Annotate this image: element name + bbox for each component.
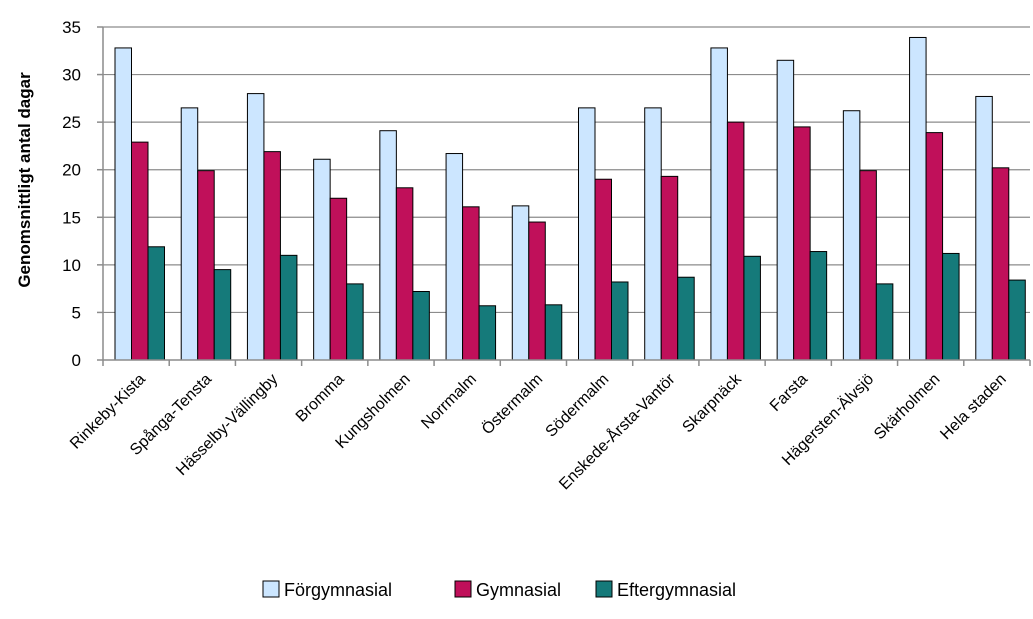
x-category-label: Hela staden (937, 371, 1009, 443)
bar-0-13 (975, 95, 993, 361)
bar-1-5 (462, 206, 480, 361)
y-tick-label: 35 (62, 18, 81, 37)
bar-1-2 (263, 151, 281, 361)
bar-2-8 (677, 276, 695, 361)
legend-label-2: Eftergymnasial (617, 580, 736, 600)
bar-1-13 (991, 167, 1010, 361)
legend-label-0: Förgymnasial (284, 580, 392, 600)
bar-1-0 (131, 141, 149, 361)
axes (97, 26, 1031, 366)
y-tick-label: 0 (72, 351, 81, 370)
bar-2-1 (213, 269, 232, 361)
y-axis-title: Genomsnittligt antal dagar (15, 72, 34, 288)
bar-2-2 (279, 254, 298, 361)
legend-swatch-2 (595, 580, 613, 598)
bar-1-1 (197, 170, 215, 361)
bar-1-4 (395, 187, 414, 361)
bar-2-4 (412, 290, 430, 361)
x-category-label: Skärholmen (871, 371, 943, 443)
bar-1-9 (726, 121, 745, 361)
bar-0-5 (445, 153, 464, 361)
y-tick-label: 25 (62, 113, 81, 132)
bar-2-6 (544, 304, 563, 361)
bar-2-5 (478, 305, 497, 361)
legend-label-1: Gymnasial (476, 580, 561, 600)
bar-2-10 (809, 251, 828, 361)
y-tick-label: 5 (72, 303, 81, 322)
bar-1-7 (594, 178, 612, 361)
y-tick-label: 15 (62, 208, 81, 227)
bar-1-10 (793, 126, 811, 361)
bar-2-13 (1008, 279, 1026, 361)
x-category-label: Bromma (293, 371, 348, 426)
legend: Förgymnasial Gymnasial Eftergymnasial (262, 580, 736, 600)
x-category-label: Skarpnäck (679, 370, 745, 436)
bar-0-7 (578, 107, 596, 361)
x-category-label: Södermalm (543, 371, 613, 441)
bar-1-8 (660, 175, 679, 361)
x-category-label: Enskede-Årsta-Vantör (555, 369, 679, 493)
bar-1-3 (329, 197, 348, 361)
gridlines (103, 26, 1030, 314)
bar-0-11 (842, 110, 861, 361)
bar-0-0 (114, 47, 132, 361)
bar-1-12 (925, 132, 944, 361)
bar-2-12 (942, 252, 960, 361)
y-tick-label: 20 (62, 161, 81, 180)
legend-swatch-1 (454, 580, 472, 598)
bar-2-9 (743, 255, 761, 361)
bar-2-3 (346, 283, 364, 361)
bar-0-8 (644, 107, 662, 361)
x-category-labels: Rinkeby-KistaSpånga-TenstaHässelby-Välli… (67, 369, 1010, 493)
y-tick-label: 10 (62, 256, 81, 275)
bar-0-6 (511, 205, 530, 361)
bar-0-12 (909, 36, 927, 361)
bar-1-11 (859, 170, 877, 361)
bar-0-1 (180, 107, 199, 361)
bar-2-7 (611, 281, 629, 361)
bar-2-11 (875, 283, 894, 361)
x-category-label: Östermalm (478, 370, 546, 438)
y-tick-label: 30 (62, 66, 81, 85)
bar-0-4 (379, 130, 397, 361)
x-category-label: Norrmalm (418, 371, 480, 433)
y-tick-labels: 0 5 10 15 20 25 30 35 (62, 18, 81, 370)
x-category-label: Farsta (767, 371, 811, 415)
bars (114, 36, 1026, 361)
bar-2-0 (147, 246, 165, 361)
bar-1-6 (528, 221, 546, 361)
bar-0-9 (710, 47, 728, 361)
legend-swatch-0 (262, 580, 280, 598)
bar-0-10 (776, 59, 795, 361)
bar-0-3 (313, 158, 331, 361)
bar-0-2 (246, 93, 265, 361)
